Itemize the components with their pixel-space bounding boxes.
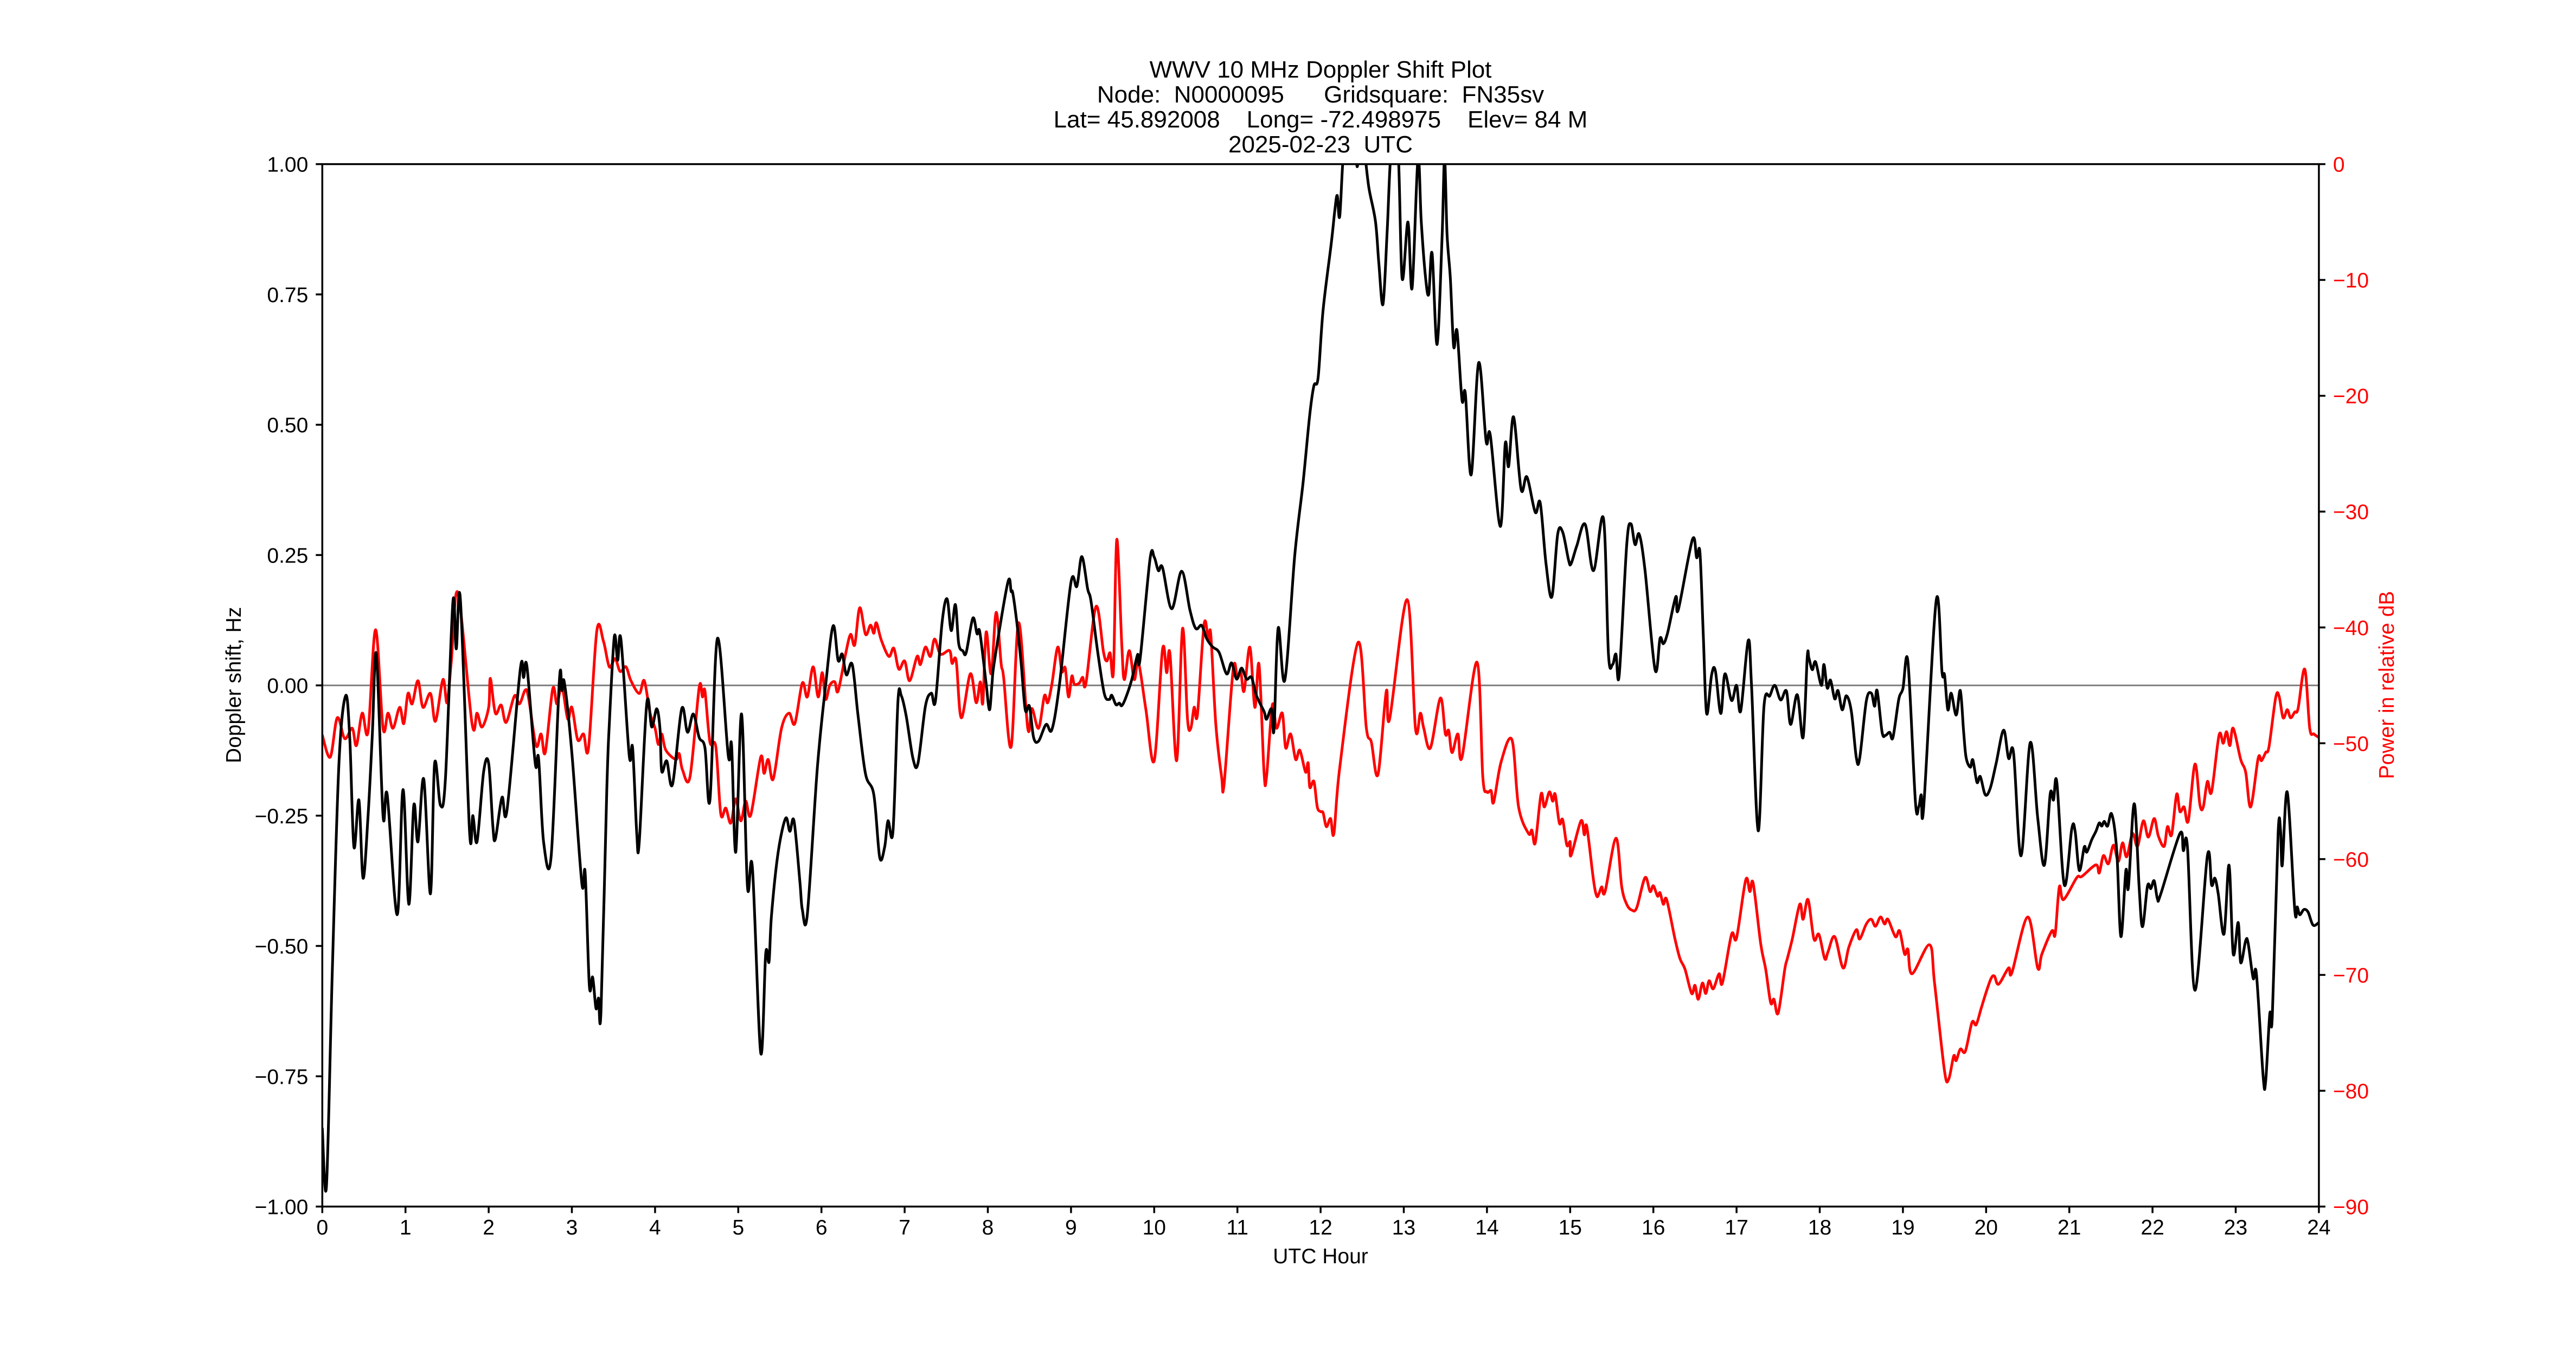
svg-text:−0.25: −0.25 <box>255 805 309 828</box>
svg-text:−40: −40 <box>2333 617 2369 640</box>
svg-text:3: 3 <box>566 1216 578 1239</box>
svg-text:Node: N0000095 Gridsquar: Node: N0000095 Gridsquare: FN35sv <box>1097 81 1544 108</box>
svg-text:Lat= 45.892008 Long= -72.49: Lat= 45.892008 Long= -72.498975 Elev= 84… <box>1054 106 1588 133</box>
svg-text:18: 18 <box>1808 1216 1831 1239</box>
svg-text:0.00: 0.00 <box>267 675 308 698</box>
svg-text:8: 8 <box>982 1216 994 1239</box>
svg-text:−70: −70 <box>2333 964 2369 987</box>
svg-text:5: 5 <box>732 1216 744 1239</box>
svg-text:−1.00: −1.00 <box>255 1196 309 1219</box>
svg-text:4: 4 <box>649 1216 661 1239</box>
svg-text:−80: −80 <box>2333 1080 2369 1103</box>
svg-text:14: 14 <box>1475 1216 1498 1239</box>
svg-text:−0.75: −0.75 <box>255 1065 309 1089</box>
svg-text:0: 0 <box>316 1216 328 1239</box>
svg-text:6: 6 <box>816 1216 828 1239</box>
svg-text:−0.50: −0.50 <box>255 935 309 958</box>
svg-text:0.75: 0.75 <box>267 284 308 307</box>
svg-text:0.50: 0.50 <box>267 414 308 437</box>
svg-text:19: 19 <box>1891 1216 1914 1239</box>
svg-text:−90: −90 <box>2333 1196 2369 1219</box>
svg-text:−10: −10 <box>2333 269 2369 292</box>
svg-text:13: 13 <box>1392 1216 1415 1239</box>
svg-text:7: 7 <box>899 1216 911 1239</box>
svg-text:−20: −20 <box>2333 385 2369 408</box>
svg-text:−30: −30 <box>2333 501 2369 524</box>
svg-text:UTC Hour: UTC Hour <box>1273 1245 1368 1268</box>
svg-text:WWV 10 MHz Doppler Shift Plot: WWV 10 MHz Doppler Shift Plot <box>1150 56 1492 83</box>
svg-text:20: 20 <box>1975 1216 1998 1239</box>
svg-text:10: 10 <box>1143 1216 1166 1239</box>
svg-text:1.00: 1.00 <box>267 153 308 177</box>
svg-text:23: 23 <box>2224 1216 2247 1239</box>
svg-text:15: 15 <box>1559 1216 1582 1239</box>
svg-text:Power in relative dB: Power in relative dB <box>2375 591 2399 779</box>
svg-text:0: 0 <box>2333 153 2345 177</box>
svg-text:24: 24 <box>2307 1216 2330 1239</box>
svg-text:Doppler shift, Hz: Doppler shift, Hz <box>222 607 246 763</box>
svg-text:17: 17 <box>1725 1216 1748 1239</box>
svg-text:0.25: 0.25 <box>267 544 308 567</box>
svg-text:11: 11 <box>1226 1216 1248 1239</box>
svg-text:2025-02-23 UTC: 2025-02-23 UTC <box>1228 131 1413 158</box>
svg-text:12: 12 <box>1309 1216 1332 1239</box>
svg-text:16: 16 <box>1642 1216 1665 1239</box>
svg-text:2: 2 <box>483 1216 495 1239</box>
svg-text:1: 1 <box>400 1216 412 1239</box>
svg-text:−50: −50 <box>2333 732 2369 756</box>
svg-text:22: 22 <box>2141 1216 2164 1239</box>
svg-text:9: 9 <box>1065 1216 1077 1239</box>
svg-text:21: 21 <box>2058 1216 2081 1239</box>
svg-text:−60: −60 <box>2333 848 2369 872</box>
